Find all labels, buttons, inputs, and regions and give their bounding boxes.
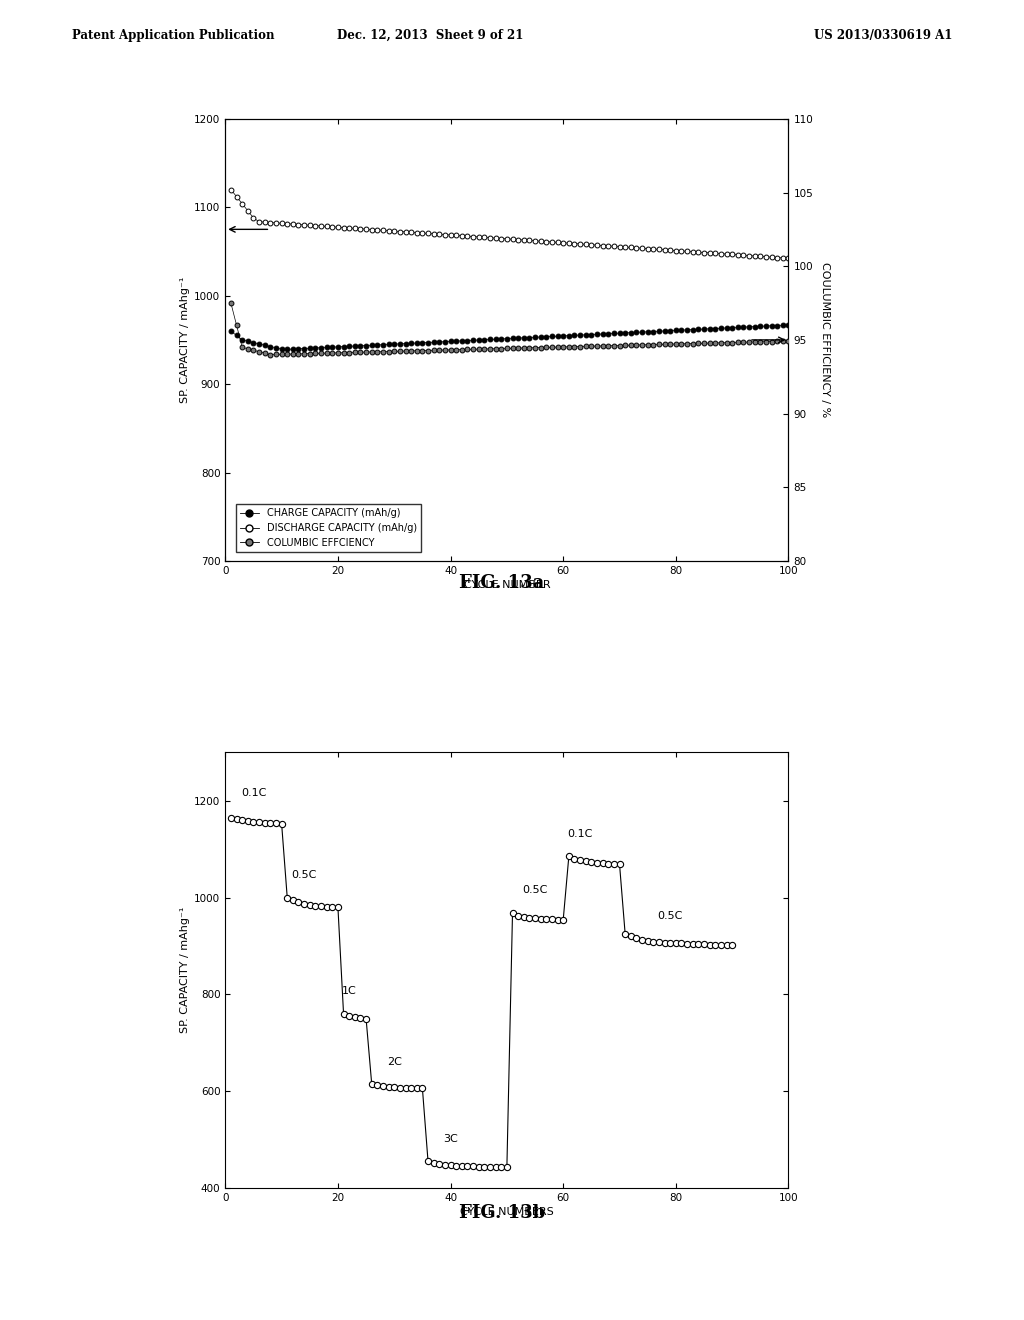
Text: 3C: 3C: [443, 1134, 458, 1144]
Text: 1C: 1C: [342, 986, 356, 997]
Y-axis label: SP. CAPACITY / mAhg⁻¹: SP. CAPACITY / mAhg⁻¹: [180, 907, 190, 1034]
Y-axis label: COULUMBIC EFFICIENCY / %: COULUMBIC EFFICIENCY / %: [820, 263, 829, 417]
Text: Patent Application Publication: Patent Application Publication: [72, 29, 274, 42]
Text: 0.5C: 0.5C: [522, 884, 548, 895]
Text: FIG. 13b: FIG. 13b: [459, 1204, 545, 1222]
X-axis label: CYCLE NUMBER: CYCLE NUMBER: [464, 579, 550, 590]
Text: 2C: 2C: [387, 1056, 401, 1067]
Text: 0.5C: 0.5C: [657, 911, 683, 921]
Text: 0.5C: 0.5C: [292, 870, 316, 880]
Text: Dec. 12, 2013  Sheet 9 of 21: Dec. 12, 2013 Sheet 9 of 21: [337, 29, 523, 42]
Text: US 2013/0330619 A1: US 2013/0330619 A1: [814, 29, 952, 42]
Y-axis label: SP. CAPACITY / mAhg⁻¹: SP. CAPACITY / mAhg⁻¹: [180, 277, 190, 403]
Text: 0.1C: 0.1C: [567, 829, 593, 840]
Text: FIG. 13a: FIG. 13a: [459, 574, 545, 593]
Legend: CHARGE CAPACITY (mAh/g), DISCHARGE CAPACITY (mAh/g), COLUMBIC EFFCIENCY: CHARGE CAPACITY (mAh/g), DISCHARGE CAPAC…: [236, 504, 421, 552]
Text: 0.1C: 0.1C: [241, 788, 266, 799]
X-axis label: CYCLE NUMBERS: CYCLE NUMBERS: [460, 1206, 554, 1217]
